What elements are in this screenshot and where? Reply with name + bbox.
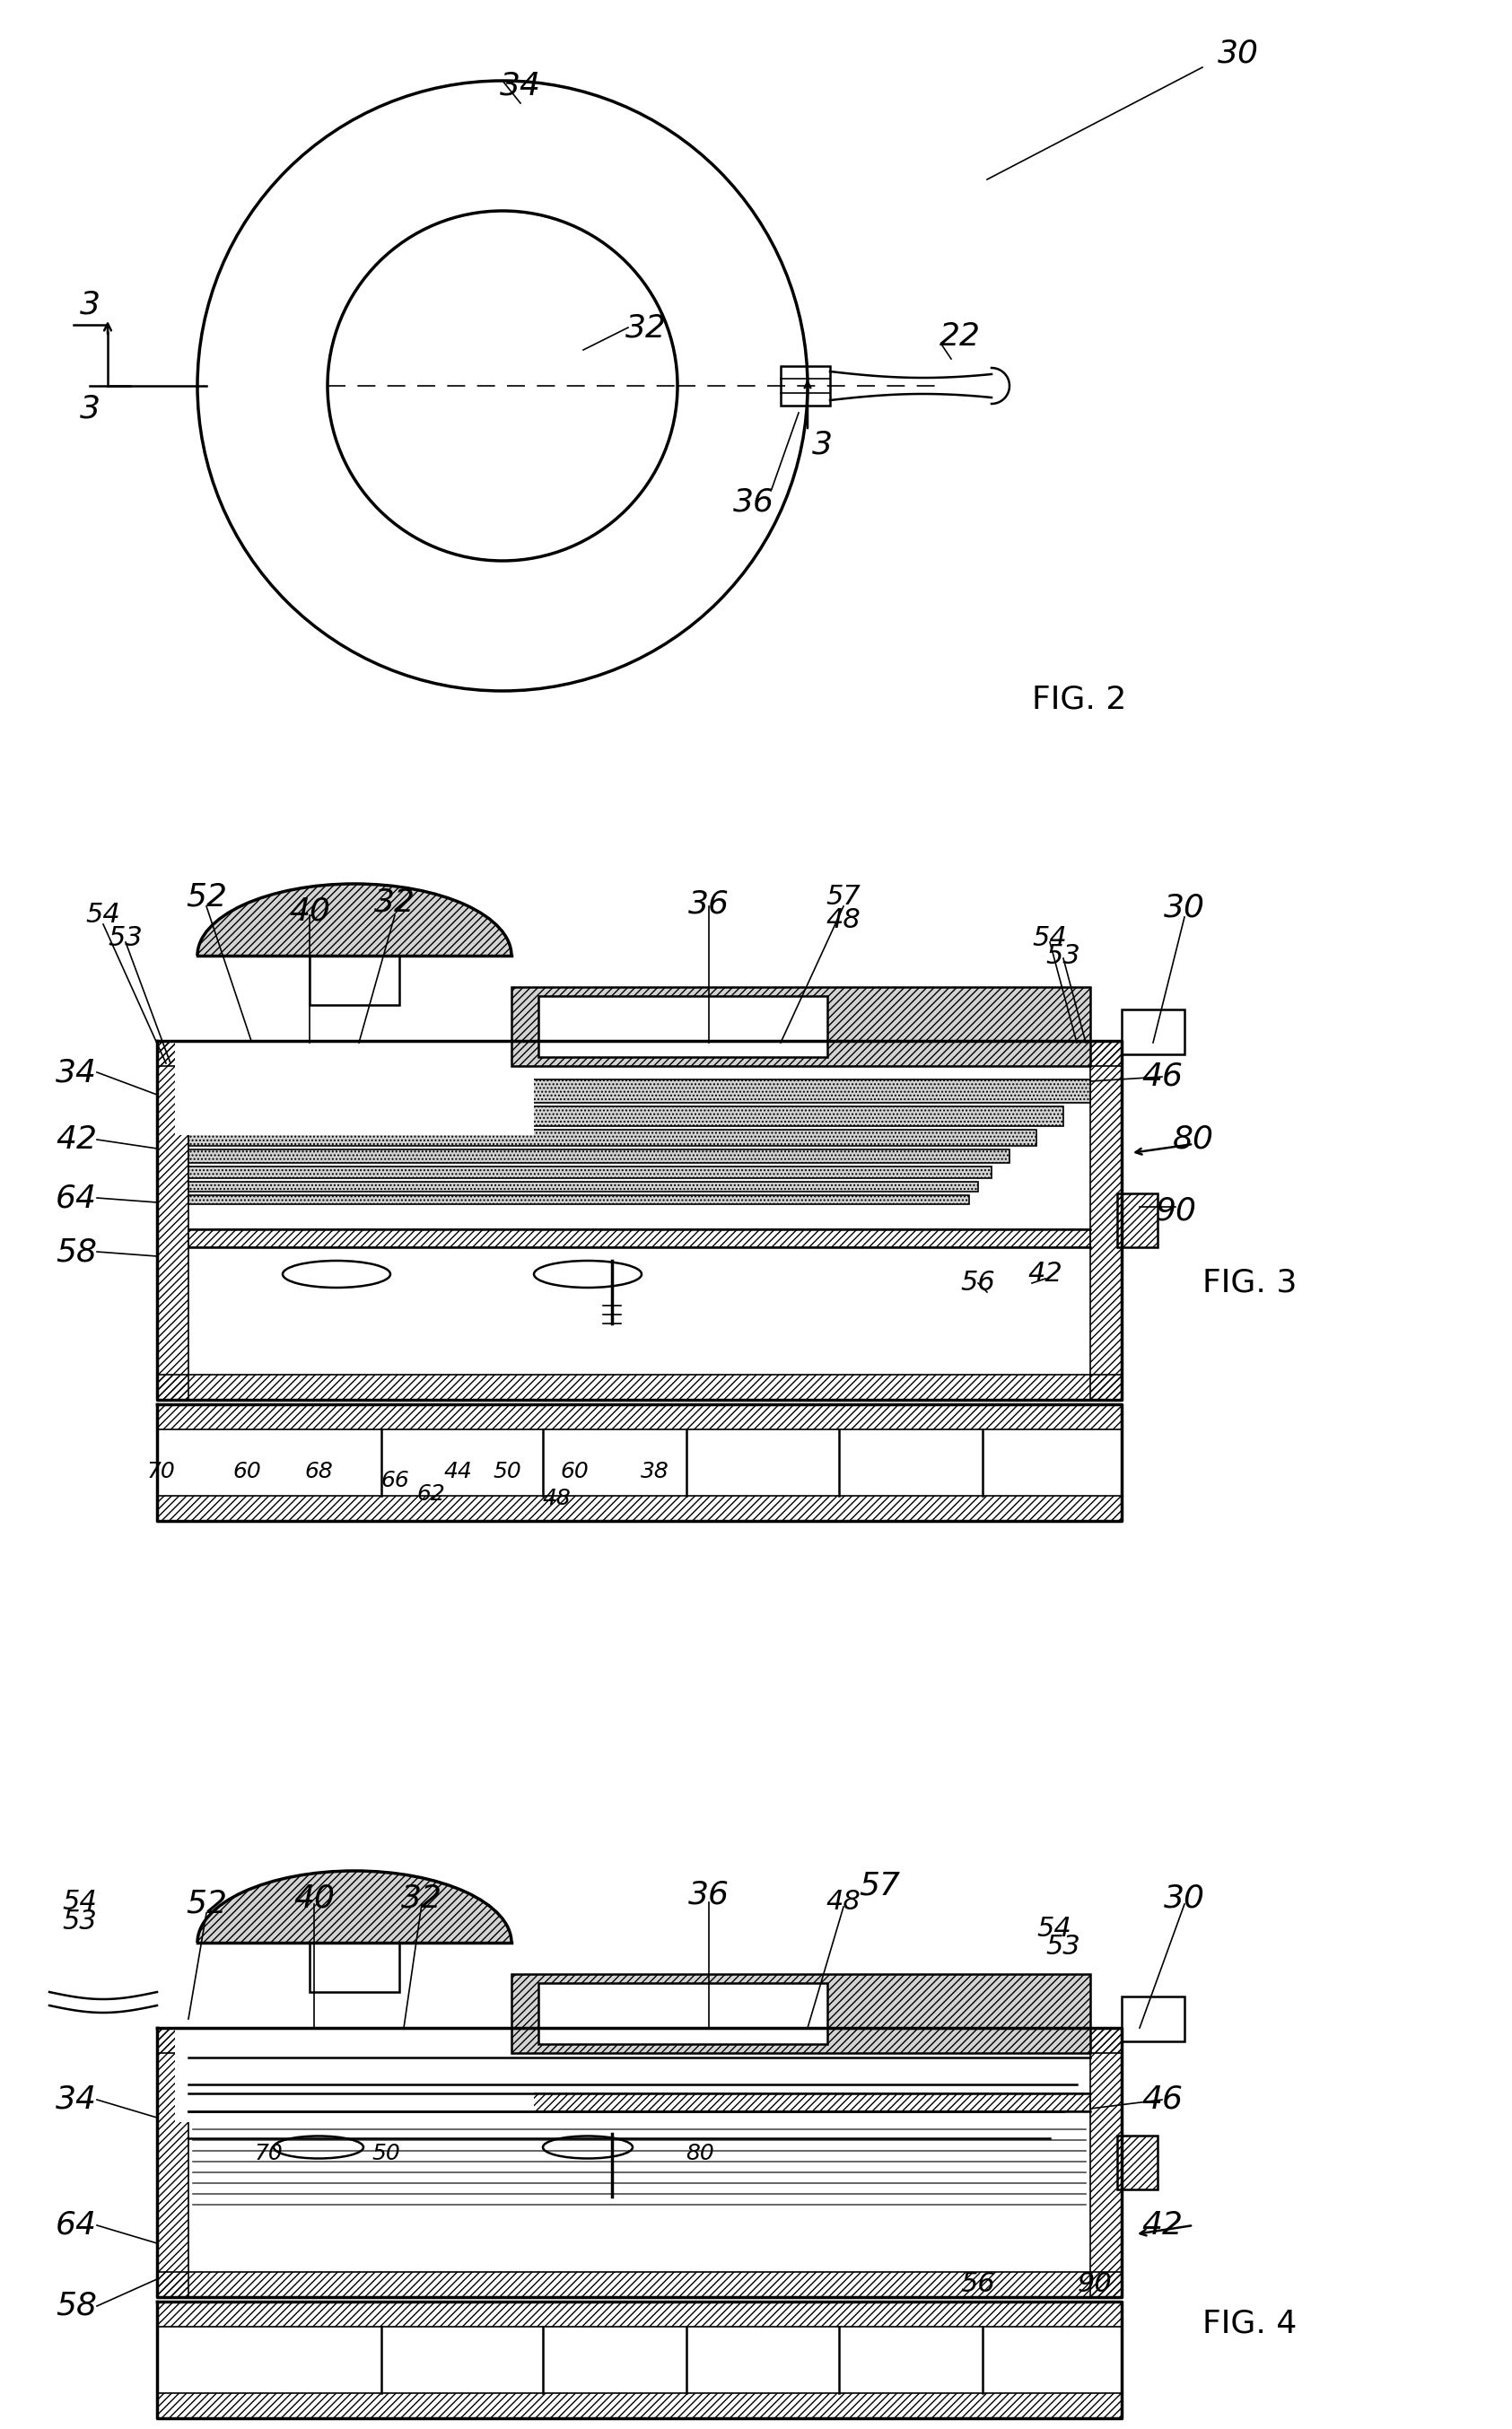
- Text: 53: 53: [1046, 1933, 1081, 1960]
- Text: 42: 42: [1142, 2210, 1182, 2240]
- Bar: [538, 1982, 827, 2045]
- Bar: [189, 1149, 1010, 1163]
- Text: 53: 53: [62, 1909, 97, 1936]
- Text: 57: 57: [826, 884, 860, 911]
- Text: 30: 30: [1217, 39, 1259, 68]
- Text: 48: 48: [826, 906, 860, 933]
- Text: 90: 90: [1078, 2271, 1113, 2298]
- Bar: [1117, 1193, 1158, 1246]
- Text: 3: 3: [812, 430, 833, 459]
- Text: FIG. 3: FIG. 3: [1202, 1268, 1297, 1300]
- Text: 38: 38: [641, 1460, 670, 1482]
- Bar: [780, 367, 830, 406]
- Text: 56: 56: [960, 2271, 995, 2298]
- Bar: [1090, 1042, 1122, 1399]
- Text: 40: 40: [289, 896, 330, 925]
- Bar: [310, 1943, 399, 1992]
- Bar: [157, 2393, 1122, 2419]
- Text: FIG. 4: FIG. 4: [1202, 2308, 1297, 2339]
- Text: 52: 52: [186, 1890, 227, 1919]
- Text: 22: 22: [939, 321, 981, 352]
- Text: 36: 36: [688, 1880, 729, 1909]
- Bar: [1117, 2135, 1158, 2189]
- Text: 30: 30: [1164, 894, 1205, 923]
- Text: 34: 34: [500, 70, 541, 100]
- Text: 70: 70: [147, 1460, 175, 1482]
- Text: 60: 60: [559, 1460, 588, 1482]
- Bar: [189, 1105, 1063, 1127]
- Text: 34: 34: [56, 1057, 97, 1088]
- Text: 80: 80: [1173, 1125, 1214, 1154]
- Text: 36: 36: [688, 889, 729, 921]
- Text: 32: 32: [626, 313, 667, 342]
- Text: 80: 80: [685, 2142, 714, 2164]
- Text: 48: 48: [826, 1890, 860, 1916]
- Text: 90: 90: [1155, 1195, 1196, 1227]
- Text: 70: 70: [256, 2142, 283, 2164]
- Bar: [175, 1943, 534, 2123]
- Text: 54: 54: [1033, 925, 1067, 950]
- Text: 57: 57: [859, 1870, 900, 1902]
- Bar: [157, 1042, 189, 1399]
- Text: 52: 52: [186, 882, 227, 913]
- Text: 56: 56: [960, 1270, 995, 1297]
- Text: 53: 53: [109, 925, 144, 950]
- Bar: [1122, 1997, 1184, 2040]
- Text: 64: 64: [56, 1183, 97, 1212]
- Text: 36: 36: [733, 488, 774, 517]
- Text: 44: 44: [443, 1460, 472, 1482]
- Bar: [1090, 2028, 1122, 2298]
- Bar: [189, 2094, 1090, 2111]
- Bar: [1122, 1010, 1184, 1054]
- Bar: [189, 1229, 1090, 1246]
- Bar: [189, 1078, 1090, 1103]
- Bar: [157, 2271, 1122, 2298]
- Text: 50: 50: [372, 2142, 401, 2164]
- Bar: [310, 955, 399, 1006]
- Text: 60: 60: [233, 1460, 262, 1482]
- Bar: [157, 2028, 189, 2298]
- Bar: [157, 2303, 1122, 2327]
- Bar: [157, 2028, 1122, 2053]
- Text: 32: 32: [373, 887, 416, 918]
- Text: 46: 46: [1142, 1061, 1182, 1093]
- Bar: [157, 1496, 1122, 1521]
- Text: 68: 68: [304, 1460, 333, 1482]
- Text: 54: 54: [86, 901, 121, 928]
- Bar: [175, 955, 534, 1134]
- Text: 40: 40: [293, 1882, 334, 1914]
- Text: 34: 34: [56, 2084, 97, 2116]
- Text: 32: 32: [401, 1882, 443, 1914]
- Ellipse shape: [198, 1870, 511, 2014]
- Bar: [538, 996, 827, 1057]
- Text: 42: 42: [56, 1125, 97, 1154]
- Bar: [189, 1129, 1036, 1146]
- Bar: [157, 1042, 1122, 1066]
- Text: 54: 54: [62, 1890, 97, 1916]
- Bar: [157, 1404, 1122, 1428]
- Text: 58: 58: [56, 1236, 97, 1268]
- Bar: [511, 986, 1090, 1066]
- Text: 64: 64: [56, 2210, 97, 2240]
- Text: 30: 30: [1164, 1882, 1205, 1914]
- Text: 42: 42: [1028, 1261, 1063, 1287]
- Text: 3: 3: [80, 289, 100, 321]
- Bar: [189, 1166, 992, 1178]
- Text: 66: 66: [381, 1470, 410, 1491]
- Text: 50: 50: [493, 1460, 522, 1482]
- Text: 62: 62: [416, 1484, 445, 1506]
- Bar: [189, 1195, 969, 1205]
- Text: FIG. 2: FIG. 2: [1031, 685, 1126, 714]
- Ellipse shape: [198, 884, 511, 1027]
- Text: 48: 48: [543, 1487, 570, 1508]
- Bar: [157, 1375, 1122, 1399]
- Text: 54: 54: [1037, 1916, 1072, 1943]
- Bar: [511, 1975, 1090, 2053]
- Text: 46: 46: [1142, 2084, 1182, 2116]
- Text: 53: 53: [1046, 942, 1081, 969]
- Text: 3: 3: [80, 393, 100, 423]
- Bar: [189, 1183, 978, 1193]
- Text: 58: 58: [56, 2291, 97, 2322]
